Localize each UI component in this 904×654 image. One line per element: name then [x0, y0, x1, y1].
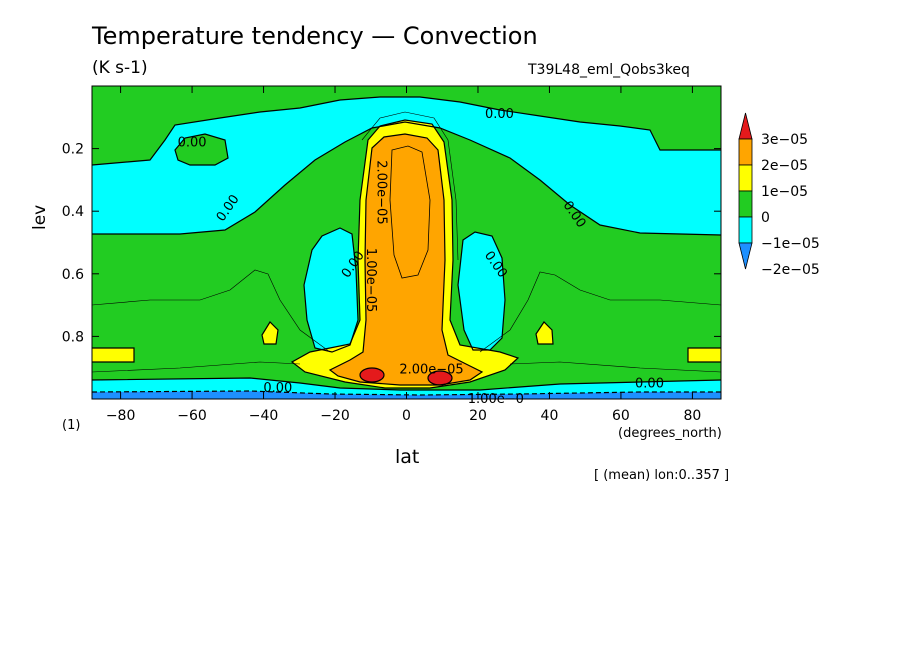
contour-zero-upper: [92, 96, 721, 166]
fill-core-left-red: [360, 368, 384, 382]
contour-lobe-left: [303, 227, 359, 353]
contour-label: 0.00: [635, 376, 664, 391]
x-tick-label: 40: [541, 408, 559, 424]
colorbar-label: 2e−05: [761, 158, 808, 174]
x-tick-label: 60: [612, 408, 630, 424]
x-units-label: (degrees_north): [618, 426, 722, 441]
x-axis-label: lat: [395, 446, 420, 468]
run-label: T39L48_eml_Qobs3keq: [528, 62, 690, 78]
contour-thin-right-peak: [479, 271, 721, 353]
x-tick-label: −60: [177, 408, 207, 424]
colorbar-segment: [738, 138, 753, 166]
contour-patch-right: [535, 321, 554, 345]
colorbar-label: 1e−05: [761, 184, 808, 200]
x-tick-label: 80: [683, 408, 701, 424]
contour-label: 2.00e−05: [399, 362, 463, 377]
contour-label: 1.00e−0: [468, 392, 524, 407]
fill-core-right-red: [428, 371, 452, 385]
contour-lines: [92, 96, 721, 396]
contour-patch-left: [261, 321, 279, 345]
colorbar-segment: [738, 164, 753, 192]
contour-core-left: [359, 367, 385, 383]
contour-yellow-band-right: [687, 347, 721, 363]
contour-bottom-dashed: [92, 390, 721, 396]
fill-patch-left: [262, 322, 278, 344]
x-tick-label: 0: [402, 408, 411, 424]
contour-thin-column: [361, 111, 459, 261]
contour-yellow-band-left: [92, 347, 135, 363]
colorbar: 3e−05 2e−05 1e−05 0 −1e−05 −2e−05: [738, 112, 820, 278]
colorbar-segment: [738, 242, 753, 270]
y-tick-label: 0.4: [62, 204, 84, 220]
contour-label: 0.00: [178, 135, 207, 150]
contour-lower-zero: [92, 377, 721, 391]
x-axis: −80 −60 −40 −20 0 20 40 60 80: [106, 86, 701, 424]
colorbar-label: −2e−05: [761, 262, 820, 278]
units-label: (K s-1): [92, 58, 148, 78]
contour-label: 0.00: [263, 381, 292, 396]
fill-lobe-right: [458, 232, 505, 350]
colorbar-segment: [738, 190, 753, 218]
x-tick-label: −20: [320, 408, 350, 424]
colorbar-label: −1e−05: [761, 236, 820, 252]
panel-label: (1): [62, 418, 81, 433]
colorbar-segment: [738, 112, 753, 140]
contour-lobe-right: [457, 231, 506, 351]
fill-band-neg-upper: [92, 97, 721, 235]
x-tick-label: 20: [469, 408, 487, 424]
contour-thin-left-peak: [92, 269, 331, 353]
contour-label: 2.00e−05: [373, 160, 388, 224]
x-tick-label: −80: [106, 408, 136, 424]
subtitle: [ (mean) lon:0..357 ]: [594, 468, 730, 483]
chart-title: Temperature tendency — Convection: [92, 22, 538, 50]
contour-column-orange: [328, 133, 484, 386]
contour-thin-lower-left: [92, 361, 301, 373]
x-tick-label: −40: [249, 408, 279, 424]
y-tick-label: 0.6: [62, 267, 84, 283]
contour-label: 0.00: [485, 107, 514, 122]
contour-label: 1.00e−05: [363, 248, 378, 312]
y-tick-label: 0.2: [62, 142, 84, 158]
fill-lobe-left: [304, 228, 358, 352]
fill-band-right-yellow: [688, 348, 721, 362]
fill-band-left-yellow: [92, 348, 134, 362]
y-tick-label: 0.8: [62, 329, 84, 345]
contour-field: [92, 86, 721, 399]
y-axis: 0.2 0.4 0.6 0.8: [62, 142, 721, 345]
fill-column-orange: [330, 134, 482, 385]
contour-column-yellow: [290, 119, 520, 389]
colorbar-label: 3e−05: [761, 132, 808, 148]
colorbar-segment: [738, 216, 753, 244]
contour-lines-thin: [92, 111, 721, 373]
fill-hole-upper-left: [175, 134, 228, 165]
contour-core-right: [427, 370, 453, 386]
contour-zero-hole: [174, 133, 229, 166]
contour-inner-core: [389, 145, 431, 279]
colorbar-label: 0: [761, 210, 770, 226]
contour-thin-lower-right: [509, 361, 721, 373]
contour-zero-mid: [92, 121, 721, 236]
